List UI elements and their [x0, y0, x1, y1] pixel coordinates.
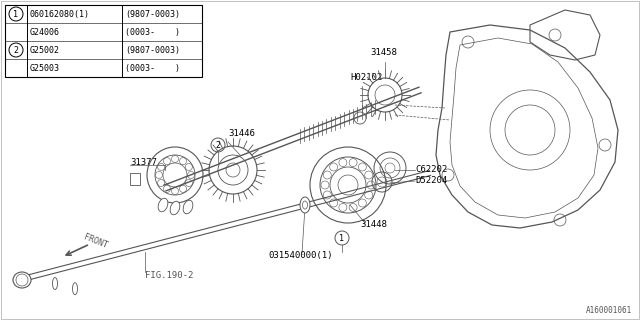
Text: FRONT: FRONT	[82, 232, 109, 250]
Text: 031540000(1): 031540000(1)	[268, 251, 333, 260]
Ellipse shape	[158, 198, 168, 212]
Text: 2: 2	[216, 140, 221, 149]
Ellipse shape	[170, 201, 180, 215]
Ellipse shape	[72, 283, 77, 295]
Bar	[5, 5, 202, 77]
Text: 31377: 31377	[130, 158, 157, 167]
Text: H02102: H02102	[350, 73, 382, 82]
Text: (0003-    ): (0003- )	[125, 28, 180, 36]
Ellipse shape	[52, 277, 58, 290]
Ellipse shape	[13, 272, 31, 288]
Text: D52204: D52204	[415, 176, 447, 185]
Text: G25003: G25003	[30, 63, 60, 73]
Text: (9807-0003): (9807-0003)	[125, 45, 180, 54]
Text: G24006: G24006	[30, 28, 60, 36]
Text: C62202: C62202	[415, 165, 447, 174]
Text: 060162080(1): 060162080(1)	[30, 10, 90, 19]
Text: 2: 2	[13, 45, 19, 54]
Text: 31458: 31458	[370, 48, 397, 57]
Text: G25002: G25002	[30, 45, 60, 54]
Ellipse shape	[300, 197, 310, 213]
Text: 31446: 31446	[228, 129, 255, 138]
Text: A160001061: A160001061	[586, 306, 632, 315]
Text: 31448: 31448	[360, 220, 387, 229]
Text: 1: 1	[339, 234, 344, 243]
Text: FIG.190-2: FIG.190-2	[145, 271, 193, 280]
Text: (0003-    ): (0003- )	[125, 63, 180, 73]
Text: 1: 1	[13, 10, 19, 19]
Ellipse shape	[183, 200, 193, 214]
Bar	[130, 173, 140, 185]
Text: (9807-0003): (9807-0003)	[125, 10, 180, 19]
